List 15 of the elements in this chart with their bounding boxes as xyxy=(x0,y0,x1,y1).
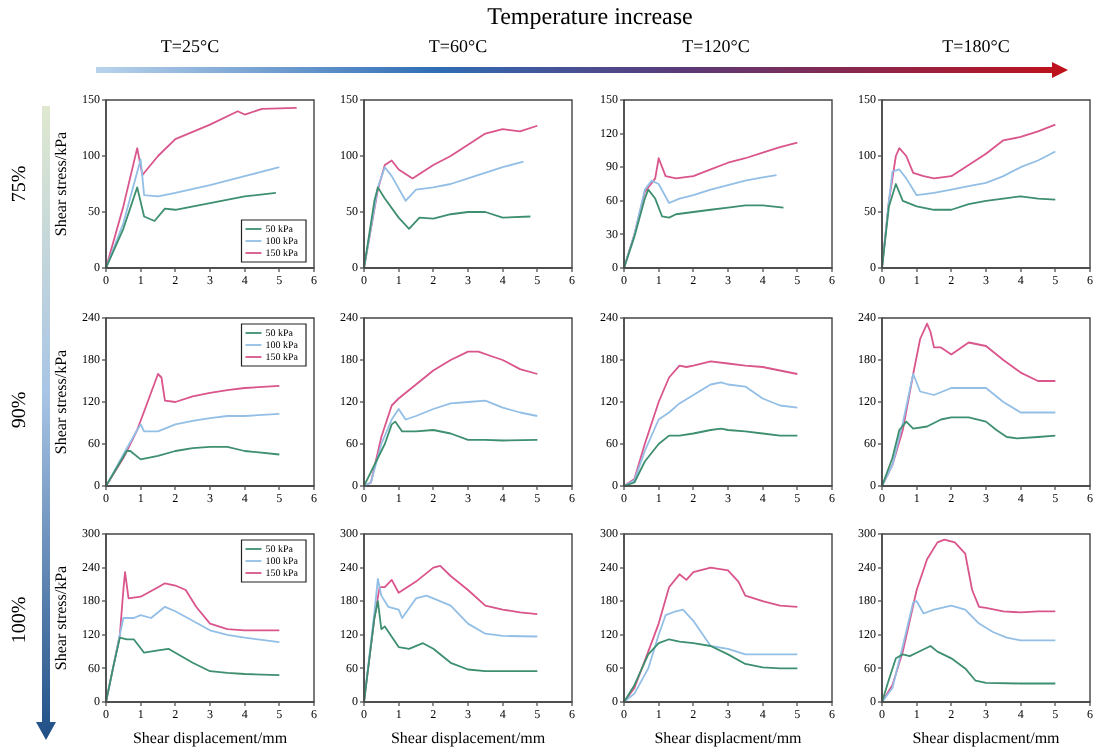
x-axis-title: Shear displacement/mm xyxy=(132,728,289,747)
text: Temperature increase xyxy=(487,2,693,32)
y-axis-title: Shear stress/kPa xyxy=(51,348,70,455)
x-axis-title: Shear displacment/mm xyxy=(654,728,804,747)
text: 100% xyxy=(9,596,31,644)
text: T=120°C xyxy=(682,36,750,56)
text: 90% xyxy=(9,391,31,429)
text: T=60°C xyxy=(428,36,488,56)
x-axis-title: Shear displacment/mm xyxy=(912,728,1062,747)
x-axis-title: Shear displacement/mm xyxy=(390,728,547,747)
text: T=25°C xyxy=(160,36,220,56)
y-axis-title: Shear stress/kPa xyxy=(51,564,70,671)
text: 75% xyxy=(9,165,31,203)
text: T=180°C xyxy=(942,36,1010,56)
y-axis-title: Shear stress/kPa xyxy=(51,130,70,237)
